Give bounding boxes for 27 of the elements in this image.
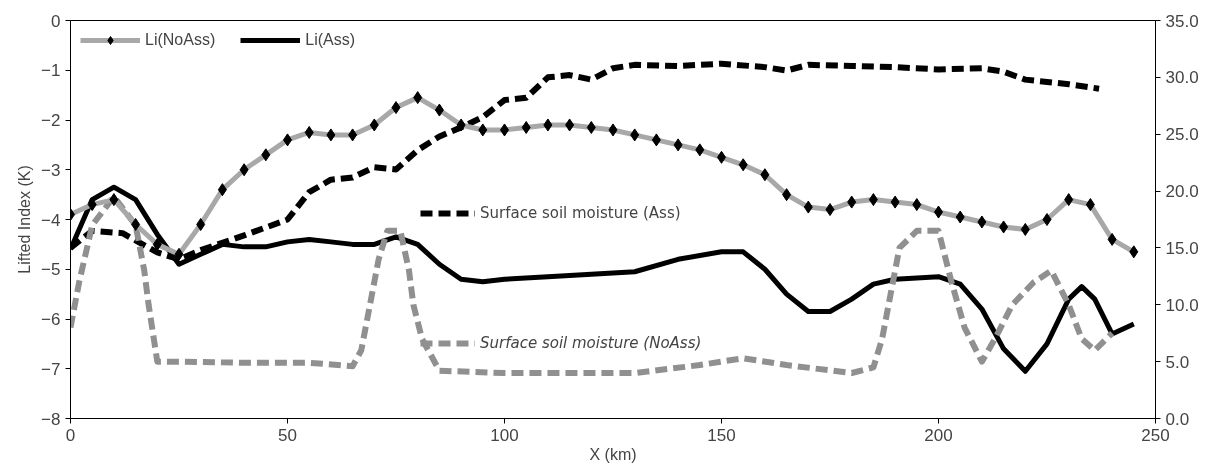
y2-tick-label: 20.0	[1165, 182, 1199, 202]
x-tick-label: 200	[924, 425, 953, 445]
y-tick-label: −5	[41, 260, 61, 280]
y2-tick-label: 5.0	[1165, 352, 1190, 372]
y2-tick-label: 30.0	[1165, 68, 1199, 88]
y-tick-label: −3	[41, 160, 61, 180]
y-tick-label: −4	[41, 210, 61, 230]
y2-tick-label: 25.0	[1165, 125, 1199, 145]
y-axis-title: Lifted Index (K)	[16, 165, 34, 274]
y2-tick-label: 15.0	[1165, 238, 1199, 258]
y-tick-label: −7	[41, 359, 61, 379]
y-tick-label: −1	[41, 61, 61, 81]
legend-label: Surface soil moisture (Ass)	[480, 204, 681, 222]
y-tick-label: −2	[41, 111, 61, 130]
legend-label: Li(Ass)	[305, 31, 356, 49]
y-tick-label: −6	[41, 310, 61, 329]
x-tick-label: 100	[490, 425, 519, 445]
y2-tick-label: 35.0	[1165, 11, 1199, 31]
y2-tick-label: 10.0	[1165, 295, 1199, 315]
y-tick-label: 0	[51, 11, 61, 31]
legend-label: Surface soil moisture (NoAss)	[480, 334, 702, 352]
x-tick-label: 0	[65, 425, 76, 445]
x-tick-label: 150	[707, 425, 736, 445]
y-tick-label: −8	[41, 409, 61, 429]
x-tick-label: 50	[278, 425, 297, 445]
x-axis-title: X (km)	[589, 445, 637, 463]
legend-label: Li(NoAss)	[145, 31, 216, 49]
